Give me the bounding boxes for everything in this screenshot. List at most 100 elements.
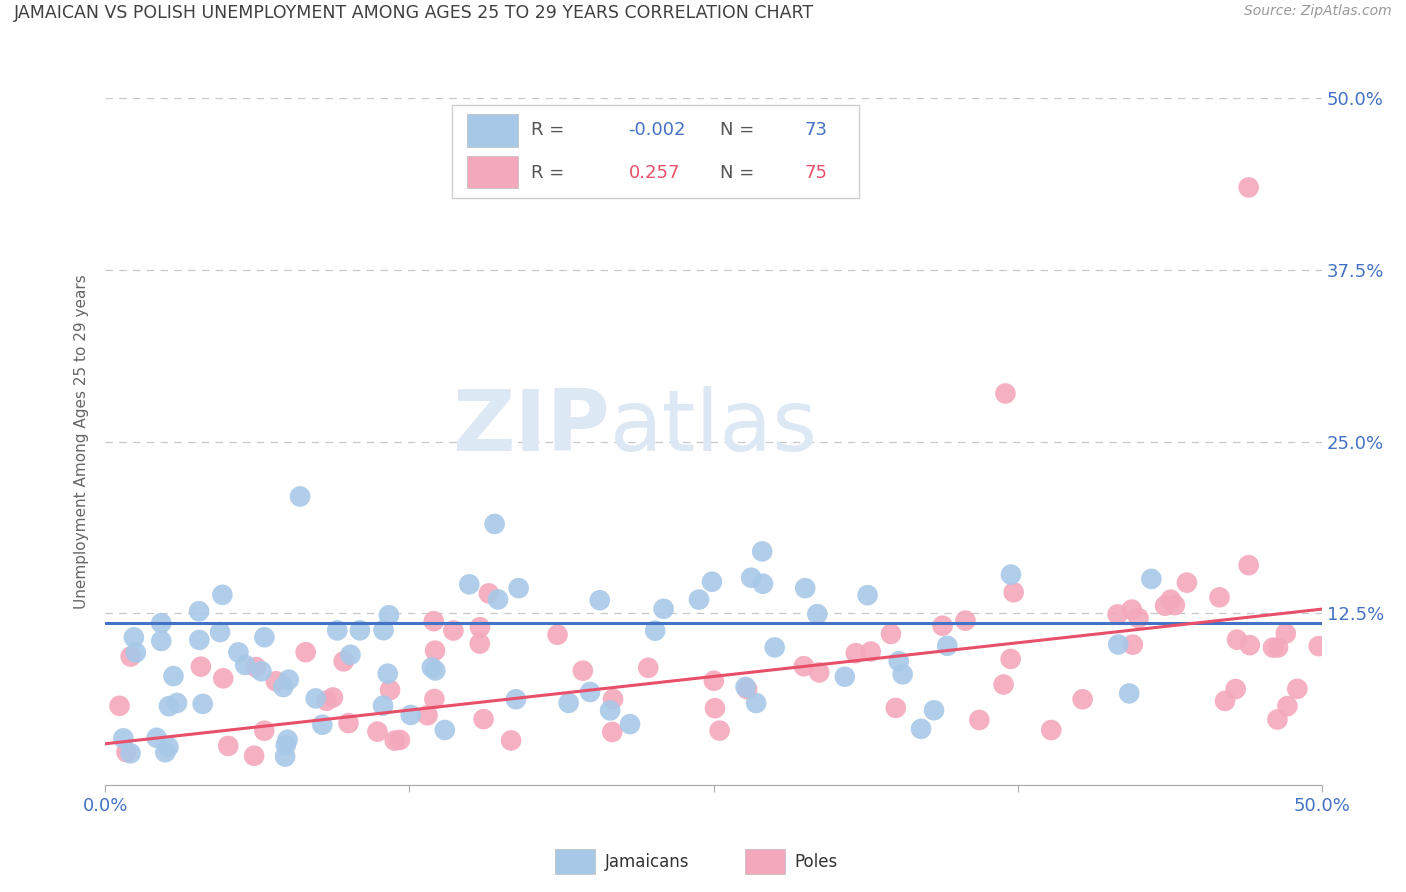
Point [150, 616, 173, 631]
Point [508, 581, 530, 595]
Point [1225, 681, 1247, 696]
Point [644, 624, 666, 638]
Point [188, 604, 211, 618]
Point [652, 602, 675, 616]
Point [845, 646, 868, 660]
Text: N =: N = [720, 163, 754, 182]
Point [337, 716, 360, 731]
Point [1071, 692, 1094, 706]
Point [332, 654, 354, 668]
Point [910, 722, 932, 736]
Point [253, 723, 276, 738]
Point [735, 682, 758, 697]
Point [589, 593, 612, 607]
Point [145, 731, 167, 745]
Point [600, 725, 623, 739]
Point [1286, 681, 1309, 696]
Point [619, 717, 641, 731]
Point [441, 624, 464, 638]
Point [1226, 632, 1249, 647]
Point [211, 588, 233, 602]
Point [501, 733, 523, 747]
FancyBboxPatch shape [467, 156, 517, 188]
Point [472, 712, 495, 726]
Point [311, 717, 333, 731]
Text: R =: R = [531, 121, 564, 139]
Point [373, 623, 395, 637]
Point [253, 630, 276, 644]
Point [880, 627, 903, 641]
Point [1107, 607, 1129, 622]
Point [484, 516, 506, 531]
Point [806, 607, 828, 621]
Point [1040, 723, 1063, 737]
Point [1308, 639, 1330, 653]
Point [808, 665, 831, 680]
Point [326, 624, 349, 638]
Point [277, 732, 299, 747]
Point [579, 685, 602, 699]
Point [305, 691, 328, 706]
Point [423, 614, 446, 628]
Point [191, 697, 214, 711]
Point [245, 660, 267, 674]
Point [217, 739, 239, 753]
Point [425, 664, 447, 678]
Point [1160, 592, 1182, 607]
Point [1002, 585, 1025, 599]
Point [599, 703, 621, 717]
Point [891, 667, 914, 681]
Point [416, 708, 439, 723]
Point [277, 673, 299, 687]
Point [243, 748, 266, 763]
Text: Source: ZipAtlas.com: Source: ZipAtlas.com [1244, 4, 1392, 19]
Point [1128, 611, 1150, 625]
Point [637, 661, 659, 675]
Text: -0.002: -0.002 [628, 121, 686, 139]
Text: 75: 75 [804, 163, 828, 182]
Point [274, 749, 297, 764]
Point [122, 630, 145, 644]
Point [1164, 598, 1187, 612]
Point [955, 614, 977, 628]
Point [294, 645, 316, 659]
Point [1267, 640, 1289, 655]
Point [108, 698, 131, 713]
Point [734, 680, 756, 694]
Point [366, 724, 388, 739]
Point [274, 739, 297, 753]
Point [602, 692, 624, 706]
Point [115, 745, 138, 759]
Point [688, 592, 710, 607]
Point [1277, 699, 1299, 714]
Point [166, 696, 188, 710]
Point [1154, 599, 1177, 613]
Point [399, 708, 422, 723]
Point [433, 723, 456, 737]
Point [162, 669, 184, 683]
Point [264, 674, 287, 689]
Point [1275, 626, 1298, 640]
Point [1267, 713, 1289, 727]
Point [120, 649, 142, 664]
Point [994, 386, 1017, 401]
Point [120, 747, 142, 761]
Point [572, 664, 595, 678]
Point [794, 581, 817, 595]
Point [188, 632, 211, 647]
Point [557, 696, 579, 710]
Point [856, 588, 879, 602]
Text: JAMAICAN VS POLISH UNEMPLOYMENT AMONG AGES 25 TO 29 YEARS CORRELATION CHART: JAMAICAN VS POLISH UNEMPLOYMENT AMONG AG… [14, 4, 814, 22]
Text: N =: N = [720, 121, 754, 139]
Point [1175, 575, 1198, 590]
Point [458, 577, 481, 591]
Point [752, 576, 775, 591]
Point [922, 703, 945, 717]
Point [884, 701, 907, 715]
Point [1118, 686, 1140, 700]
Point [745, 696, 768, 710]
Y-axis label: Unemployment Among Ages 25 to 29 years: Unemployment Among Ages 25 to 29 years [75, 274, 90, 609]
Point [1000, 567, 1022, 582]
Point [763, 640, 786, 655]
Point [349, 624, 371, 638]
